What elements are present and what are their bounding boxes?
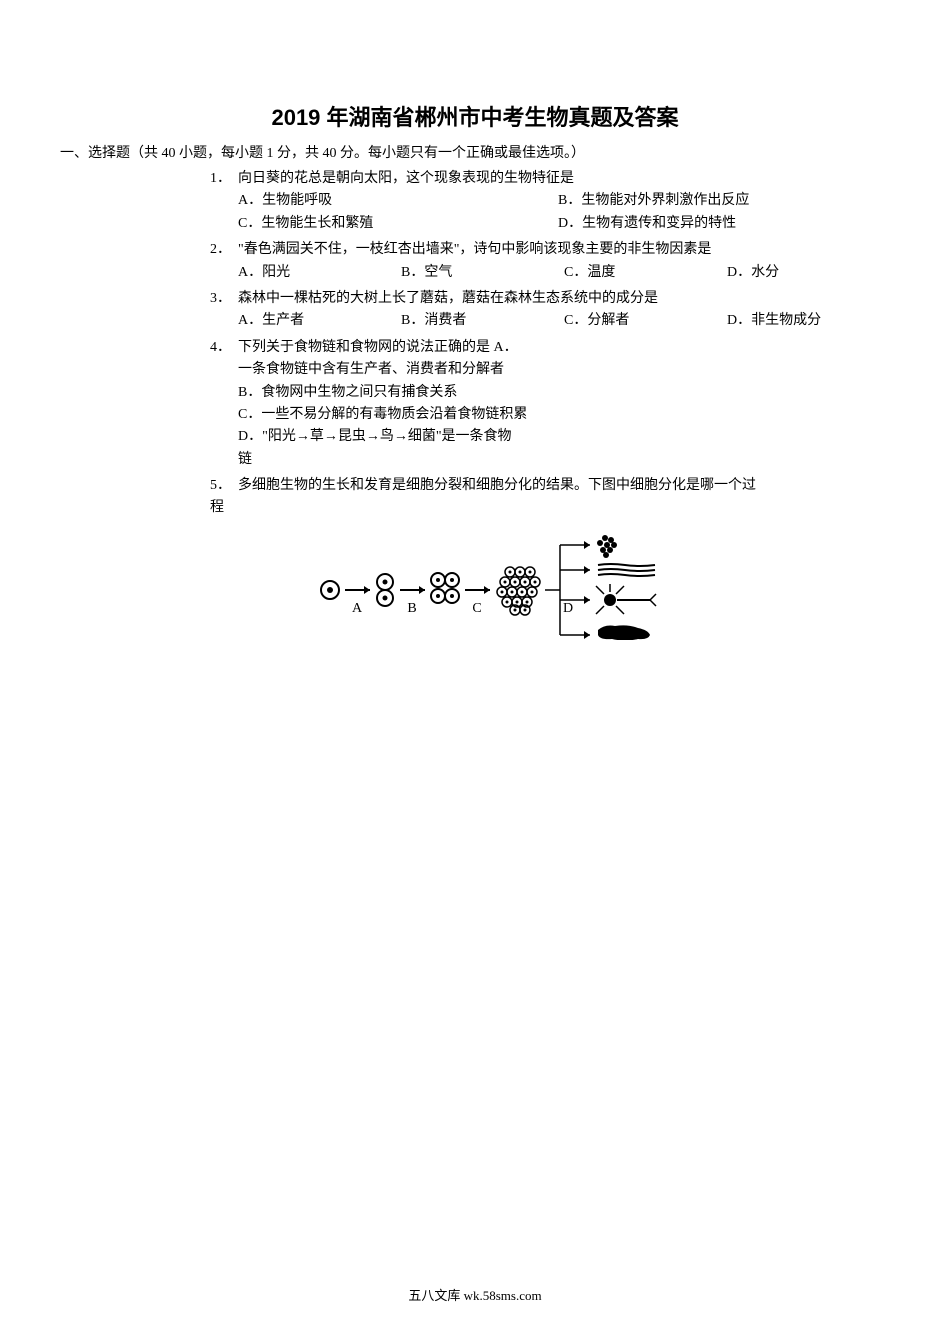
q3-optA: A．生产者 [238,310,401,332]
q2-optD: D．水分 [727,262,890,284]
q2-optB: B．空气 [401,262,564,284]
footer: 五八文库 wk.58sms.com [0,1285,950,1304]
cell-diagram: A B C [310,530,730,645]
q4-optC: C．一些不易分解的有毒物质会沿着食物链积累 [238,404,890,426]
q4-num: 4． [210,337,238,359]
diagram-label-C: C [472,601,481,616]
diagram-label-B: B [407,601,416,616]
tissue-mid-upper [598,564,655,576]
q3-optC: C．分解者 [564,310,727,332]
q3-optD: D．非生物成分 [727,310,890,332]
tissue-neuron [596,584,656,614]
section-header: 一、选择题（共 40 小题，每小题 1 分，共 40 分。每小题只有一个正确或最… [60,142,890,162]
tissue-bottom [598,625,650,640]
question-1: 1． 向日葵的花总是朝向太阳，这个现象表现的生物特征是 A．生物能呼吸 B．生物… [210,168,890,235]
q4-line2: 一条食物链中含有生产者、消费者和分解者 [238,359,890,381]
q4-optB: B．食物网中生物之间只有捕食关系 [238,382,890,404]
q2-num: 2． [210,239,238,261]
cell-cluster [497,567,540,615]
q1-optB: B．生物能对外界刺激作出反应 [558,190,890,212]
question-3: 3． 森林中一棵枯死的大树上长了蘑菇，蘑菇在森林生态系统中的成分是 A．生产者 … [210,288,890,333]
q2-text: "春色满园关不住，一枝红杏出墙来"，诗句中影响该现象主要的非生物因素是 [238,239,890,261]
diagram-label-D: D [563,601,573,616]
questions-container: 1． 向日葵的花总是朝向太阳，这个现象表现的生物特征是 A．生物能呼吸 B．生物… [210,168,890,645]
q3-optB: B．消费者 [401,310,564,332]
q2-optC: C．温度 [564,262,727,284]
q5-text: 多细胞生物的生长和发育是细胞分裂和细胞分化的结果。下图中细胞分化是哪一个过 [238,475,890,497]
q5-num: 5． [210,475,238,497]
question-5: 5． 多细胞生物的生长和发育是细胞分裂和细胞分化的结果。下图中细胞分化是哪一个过… [210,475,890,520]
tissue-top [597,535,617,558]
q1-num: 1． [210,168,238,190]
q4-optD: D．"阳光→草→昆虫→鸟→细菌"是一条食物 [238,426,890,448]
q1-optD: D．生物有遗传和变异的特性 [558,213,890,235]
q5-line2: 程 [210,497,890,519]
q2-optA: A．阳光 [238,262,401,284]
page-title: 2019 年湖南省郴州市中考生物真题及答案 [60,100,890,132]
q3-text: 森林中一棵枯死的大树上长了蘑菇，蘑菇在森林生态系统中的成分是 [238,288,890,310]
q4-line-end: 链 [238,449,890,471]
q4-text: 下列关于食物链和食物网的说法正确的是 A． [238,337,890,359]
q1-optA: A．生物能呼吸 [238,190,558,212]
q1-text: 向日葵的花总是朝向太阳，这个现象表现的生物特征是 [238,168,890,190]
q3-num: 3． [210,288,238,310]
q1-optC: C．生物能生长和繁殖 [238,213,558,235]
diagram-label-A: A [352,601,363,616]
question-4: 4． 下列关于食物链和食物网的说法正确的是 A． 一条食物链中含有生产者、消费者… [210,337,890,471]
question-2: 2． "春色满园关不住，一枝红杏出墙来"，诗句中影响该现象主要的非生物因素是 A… [210,239,890,284]
